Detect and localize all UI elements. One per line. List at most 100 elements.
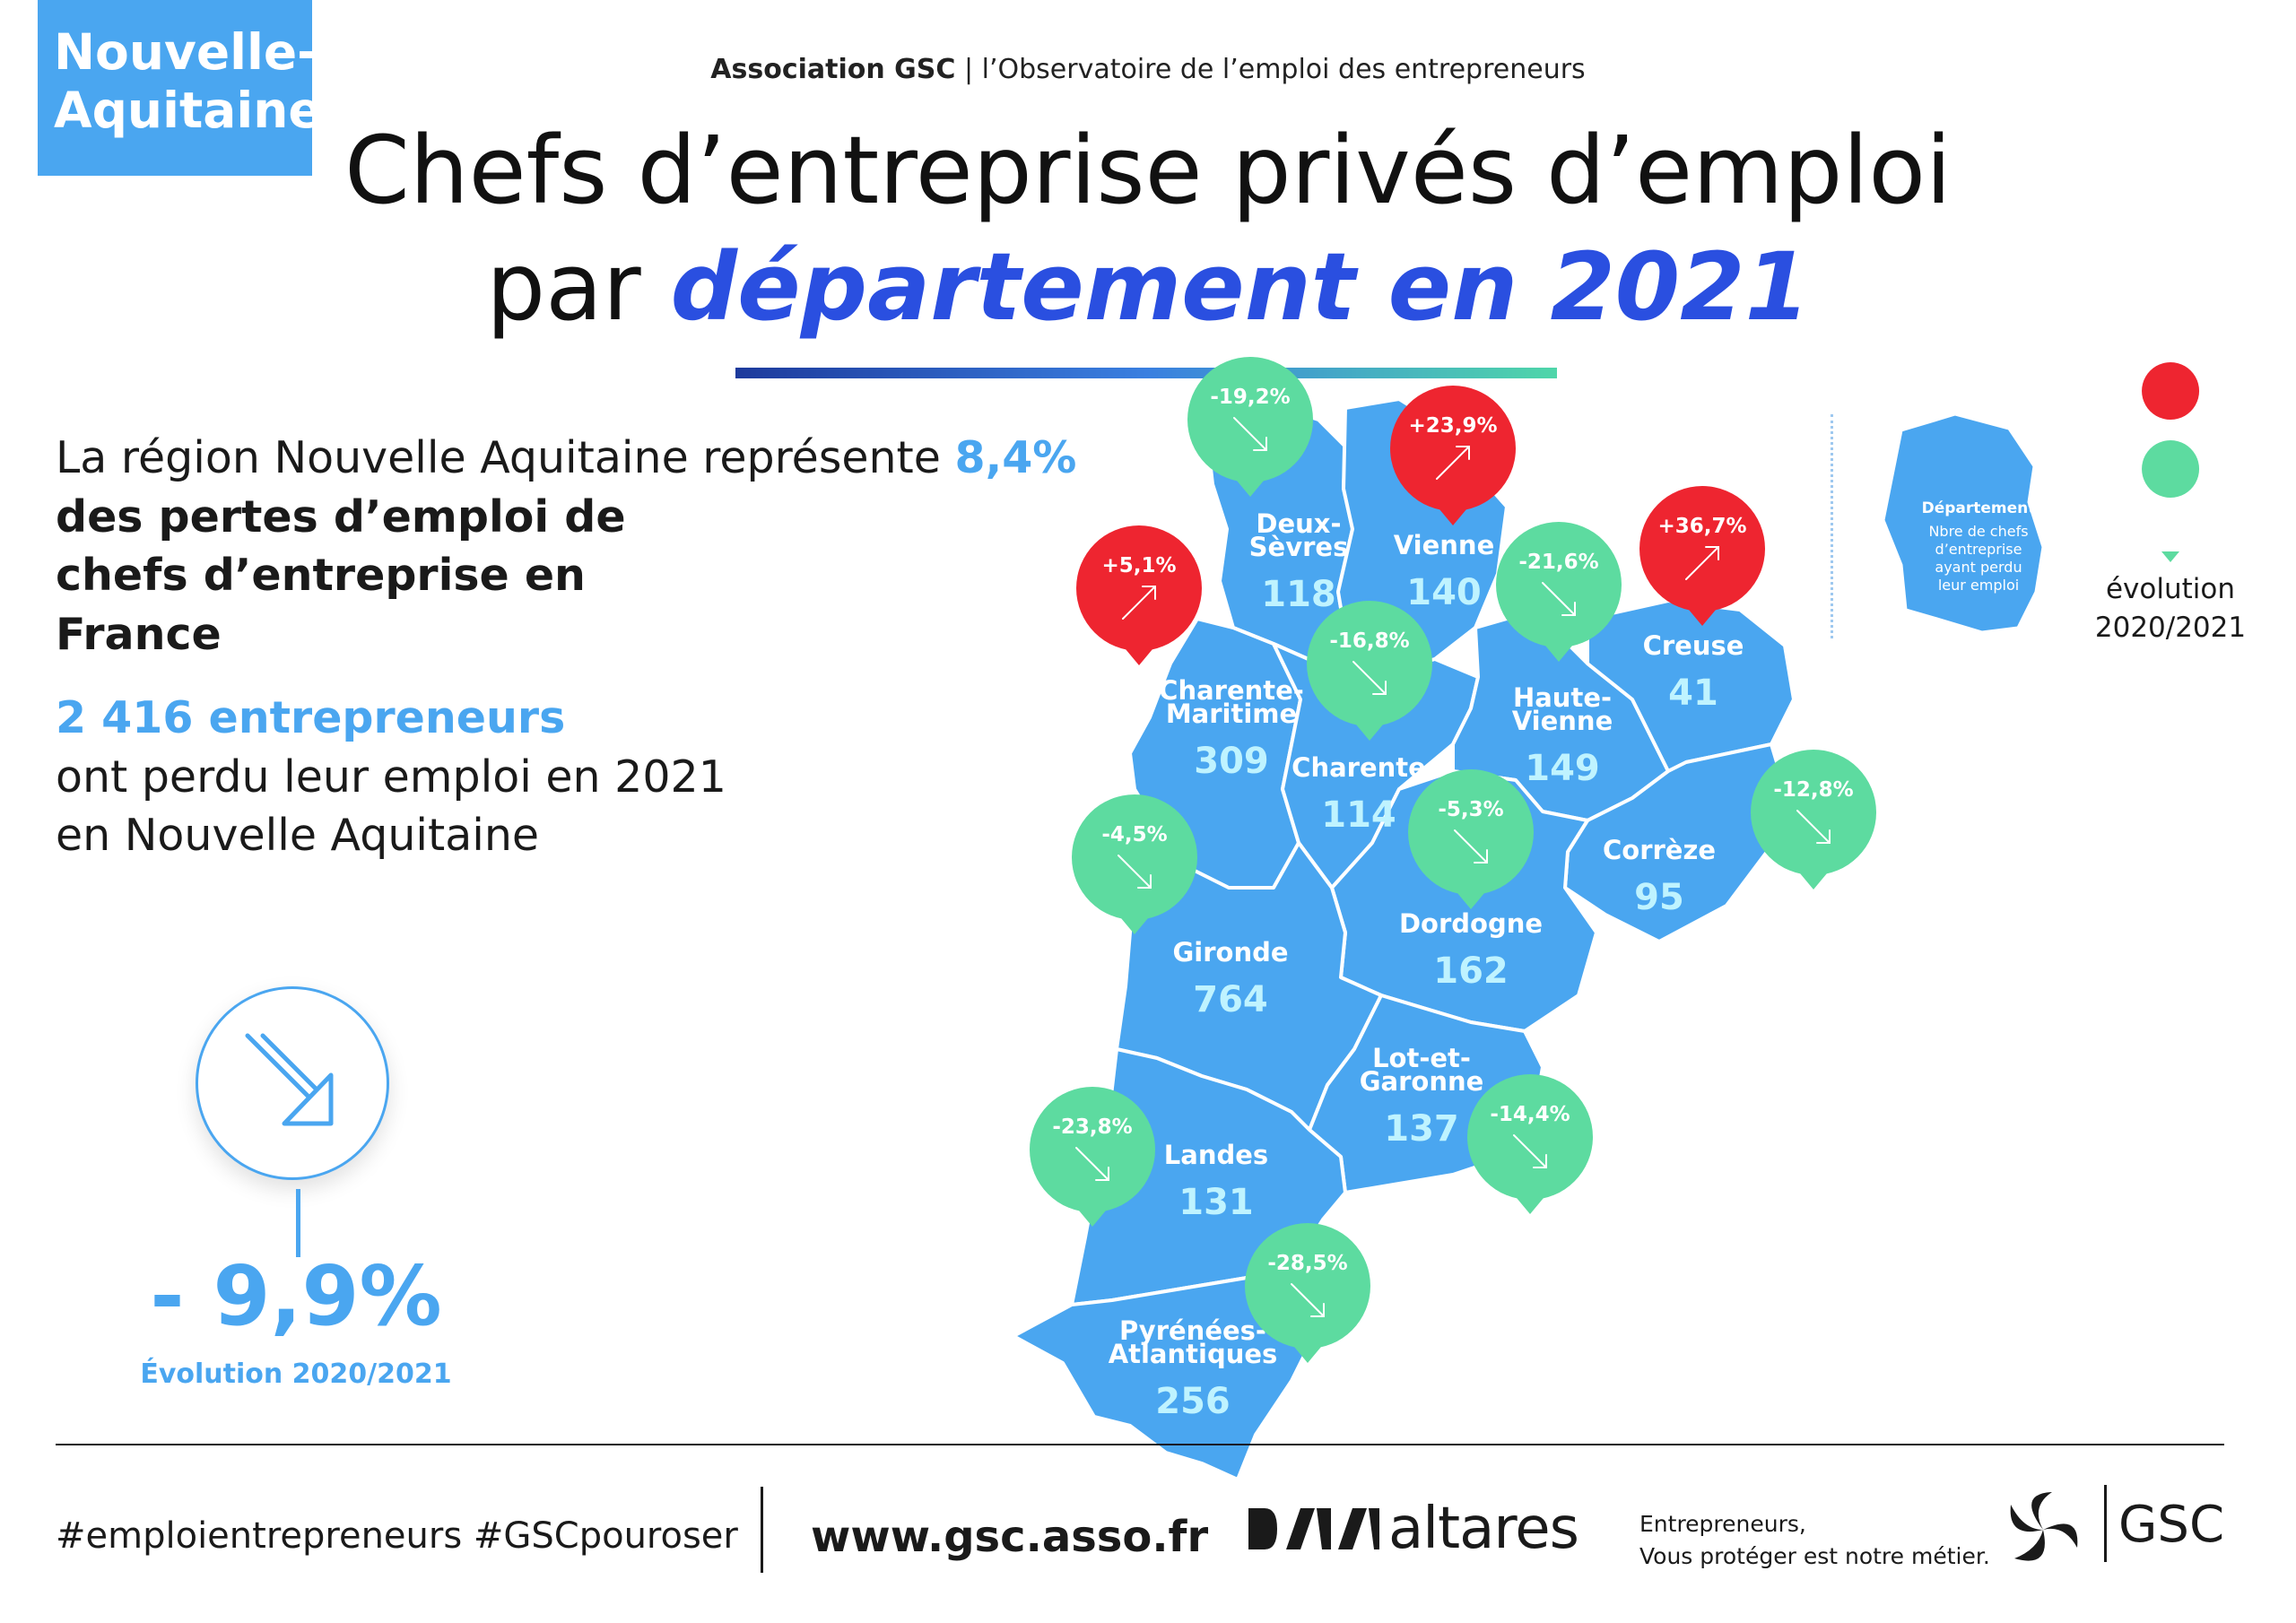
evolution-pin-correze: -12,8%	[1751, 750, 1876, 890]
gsc-separator	[2104, 1485, 2107, 1562]
arrow-down-right-icon	[1796, 810, 1831, 844]
intro-part2: des pertes d’emploi de chefs d’entrepris…	[56, 490, 626, 660]
evolution-pin-pyrenees-atlantiques: -28,5%	[1245, 1223, 1370, 1363]
slogan: Entrepreneurs, Vous protéger est notre m…	[1639, 1508, 1990, 1574]
overall-evolution-label: Évolution 2020/2021	[140, 1358, 452, 1390]
pin-tip	[1453, 888, 1489, 909]
footer-rule	[56, 1444, 2224, 1445]
pin-circle	[1639, 486, 1765, 612]
legend-department-shape	[1882, 412, 2045, 634]
arrow-up-right-icon	[1122, 586, 1156, 620]
arrow-down-right-icon	[1542, 582, 1576, 616]
dept-count-charente-maritime: 309	[1194, 741, 1269, 782]
intro-part1: La région Nouvelle Aquitaine représente	[56, 432, 955, 483]
dept-count-deux-sevres: 118	[1261, 574, 1336, 615]
legend-title: Département	[1922, 499, 2036, 517]
evolution-pin-charente-maritime: +5,1%	[1076, 525, 1202, 665]
pin-circle	[1245, 1223, 1370, 1349]
dept-count-pyrenees-atlantiques: 256	[1155, 1381, 1231, 1422]
arrow-down-right-icon	[245, 1033, 334, 1126]
total-text: 2 416 entrepreneurs ont perdu leur emplo…	[56, 689, 1042, 865]
legend-text-1: Nbre de chefs	[1928, 523, 2028, 540]
footer-hashtags: #emploientrepreneurs #GSCpouroser	[56, 1515, 738, 1557]
region-badge: Nouvelle- Aquitaine	[38, 0, 322, 176]
evolution-pin-dordogne: -5,3%	[1408, 769, 1534, 909]
evolution-value-correze: -12,8%	[1773, 778, 1853, 802]
pin-circle	[1072, 794, 1197, 920]
title-accent: département en 2021	[670, 232, 1810, 342]
total-count: 2 416 entrepreneurs	[56, 692, 566, 743]
dept-count-charente: 114	[1321, 794, 1396, 836]
evolution-value-deux-sevres: -19,2%	[1210, 386, 1290, 409]
page-title-line2: par département en 2021	[0, 240, 2296, 334]
dept-name-haute-vienne-line1: Haute-	[1513, 682, 1612, 713]
region-badge-line1: Nouvelle-	[54, 23, 317, 81]
arrow-down-right-icon	[1454, 829, 1488, 864]
legend-map: Département Nbre de chefs d’entreprise a…	[1882, 412, 2045, 634]
pin-circle	[1030, 1087, 1155, 1212]
footer-separator	[761, 1487, 763, 1573]
pin-circle	[1187, 357, 1313, 482]
legend-pins	[2142, 362, 2200, 562]
pin-tip	[1290, 1341, 1326, 1363]
arrow-down-right-icon	[1233, 417, 1267, 451]
evolution-pin-deux-sevres: -19,2%	[1187, 357, 1313, 497]
dept-name-lot-et-garonne-line1: Lot-et-	[1372, 1043, 1471, 1073]
title-gradient-rule	[735, 368, 1557, 378]
pin-circle	[1390, 386, 1516, 511]
dept-name-landes: Landes	[1164, 1140, 1268, 1170]
total-line3: en Nouvelle Aquitaine	[56, 810, 540, 862]
overall-trend-badge	[196, 986, 389, 1180]
slogan-line2: Vous protéger est notre métier.	[1639, 1543, 1990, 1570]
pin-circle	[1408, 769, 1534, 895]
arrow-up-right-icon	[1685, 546, 1719, 580]
dept-name-correze: Corrèze	[1603, 835, 1716, 865]
pin-circle	[1467, 1074, 1593, 1200]
slogan-line1: Entrepreneurs,	[1639, 1511, 1806, 1537]
pin-circle	[1496, 522, 1622, 647]
legend-text-2: d’entreprise	[1935, 541, 2022, 558]
evolution-pin-charente: -16,8%	[1307, 601, 1432, 741]
footer-url-link[interactable]: www.gsc.asso.fr	[811, 1512, 1209, 1562]
dept-name-haute-vienne-line2: Vienne	[1512, 706, 1613, 736]
department-labels: Deux-Sèvres 118 Vienne 140 Charente-Maritime…	[1109, 508, 1744, 1422]
partner-name: altares	[1388, 1496, 1579, 1562]
pin-tip	[1352, 719, 1387, 741]
evolution-connector	[296, 1189, 300, 1257]
dept-name-charente: Charente	[1292, 752, 1426, 783]
dept-name-vienne: Vienne	[1394, 530, 1495, 560]
legend-divider	[1831, 414, 1833, 638]
evolution-value-haute-vienne: -21,6%	[1518, 551, 1598, 574]
pin-tip	[1232, 475, 1268, 497]
evolution-value-charente: -16,8%	[1329, 629, 1409, 653]
pin-circle	[1307, 601, 1432, 726]
association-tagline: | l’Observatoire de l’emploi des entrepr…	[963, 54, 1586, 85]
evolution-pins: -19,2% +23,9% +5,1% -16,8% -21,6% +36,7% -12,8…	[1030, 357, 1876, 1363]
evolution-value-lot-et-garonne: -14,4%	[1490, 1103, 1570, 1126]
evolution-value-dordogne: -5,3%	[1438, 798, 1503, 821]
association-header: Association GSC | l’Observatoire de l’em…	[0, 54, 2296, 85]
evolution-pin-lot-et-garonne: -14,4%	[1467, 1074, 1593, 1214]
altares-logo-mark	[1248, 1508, 1379, 1549]
dept-name-dordogne: Dordogne	[1399, 908, 1543, 939]
evolution-value-landes: -23,8%	[1052, 1115, 1132, 1139]
arrow-down-right-icon	[1352, 661, 1387, 695]
evolution-pin-landes: -23,8%	[1030, 1087, 1155, 1227]
evolution-pin-haute-vienne: -21,6%	[1496, 522, 1622, 662]
dept-count-lot-et-garonne: 137	[1384, 1108, 1459, 1150]
legend-evolution-line2: 2020/2021	[2094, 612, 2247, 645]
overall-evolution-value: - 9,9%	[150, 1248, 442, 1344]
dept-name-deux-sevres-line2: Sèvres	[1249, 532, 1349, 562]
evolution-value-gironde: -4,5%	[1101, 823, 1167, 846]
pin-tip	[1541, 640, 1577, 662]
dept-name-deux-sevres-line1: Deux-	[1256, 508, 1341, 539]
dept-count-gironde: 764	[1193, 979, 1268, 1020]
arrow-down-right-icon	[1075, 1147, 1109, 1181]
dept-name-pyrenees-atlantiques-line1: Pyrénées-	[1119, 1315, 1266, 1346]
arrow-down-right-icon	[1513, 1134, 1547, 1168]
association-name: Association GSC	[710, 54, 956, 85]
arrow-down-right-icon	[2159, 515, 2182, 538]
pin-circle	[1751, 750, 1876, 875]
gsc-brand: GSC	[2118, 1496, 2225, 1554]
